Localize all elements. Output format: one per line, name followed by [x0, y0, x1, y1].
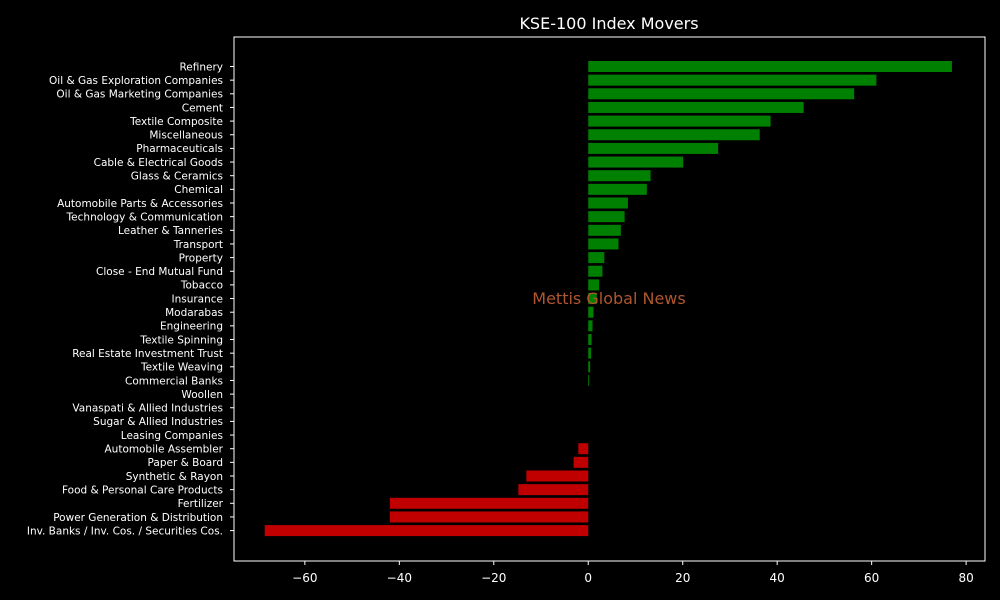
x-tick-label: −20: [481, 571, 506, 585]
bar: [264, 525, 589, 537]
watermark-text: Mettis Global News: [532, 289, 685, 308]
category-label: Oil & Gas Marketing Companies: [56, 89, 223, 101]
x-tick-label: 80: [958, 571, 973, 585]
category-label: Synthetic & Rayon: [126, 471, 223, 483]
category-label: Transport: [173, 239, 223, 251]
x-axis-ticks: −60 −40 −20 0 20 40 60 80: [292, 561, 974, 585]
bar: [588, 306, 594, 318]
bar: [588, 279, 600, 291]
bar: [588, 170, 651, 182]
bar: [588, 265, 603, 277]
bar: [588, 224, 621, 236]
category-label: Tobacco: [180, 280, 223, 292]
bar: [389, 511, 589, 523]
bar: [573, 456, 589, 468]
bars-layer: [264, 61, 952, 537]
bar: [588, 197, 628, 209]
category-label: Engineering: [160, 321, 223, 333]
category-label: Commercial Banks: [125, 375, 223, 387]
category-label: Chemical: [174, 184, 223, 196]
x-tick-label: 60: [864, 571, 879, 585]
chart-title: KSE-100 Index Movers: [519, 14, 698, 33]
bar: [588, 156, 684, 168]
category-label: Woollen: [181, 389, 223, 401]
bar: [588, 61, 952, 72]
category-label: Modarabas: [165, 307, 223, 319]
category-label: Textile Spinning: [139, 334, 223, 346]
x-tick-label: 20: [675, 571, 690, 585]
category-labels: Refinery Oil & Gas Exploration Companies O…: [27, 61, 234, 537]
bar: [588, 88, 855, 100]
bar: [588, 238, 619, 250]
x-tick-label: 0: [584, 571, 592, 585]
category-label: Oil & Gas Exploration Companies: [49, 75, 223, 87]
bar: [588, 101, 804, 113]
category-label: Miscellaneous: [149, 130, 223, 142]
bar: [588, 347, 592, 359]
category-label: Sugar & Allied Industries: [93, 416, 223, 428]
category-label: Insurance: [171, 293, 223, 305]
category-label: Cable & Electrical Goods: [94, 157, 223, 169]
bar: [578, 443, 589, 455]
category-label: Cement: [182, 102, 223, 114]
category-label: Food & Personal Care Products: [62, 484, 223, 496]
category-label: Leasing Companies: [121, 430, 223, 442]
bar: [588, 142, 719, 154]
bar: [588, 74, 877, 86]
bar: [389, 497, 589, 509]
category-label: Vanaspati & Allied Industries: [72, 403, 223, 415]
x-tick-label: 40: [770, 571, 785, 585]
category-label: Inv. Banks / Inv. Cos. / Securities Cos.: [27, 525, 223, 537]
category-label: Property: [179, 252, 223, 264]
bar: [588, 115, 771, 127]
bar: [588, 293, 597, 305]
category-label: Paper & Board: [148, 457, 223, 469]
category-label: Textile Weaving: [140, 362, 223, 374]
category-label: Textile Composite: [129, 116, 223, 128]
plot-frame: [233, 36, 986, 562]
category-label: Leather & Tanneries: [118, 225, 223, 237]
category-label: Close - End Mutual Fund: [96, 266, 223, 278]
category-label: Power Generation & Distribution: [53, 512, 223, 524]
bar: [518, 484, 589, 496]
category-label: Automobile Assembler: [105, 444, 224, 456]
bar: [588, 361, 591, 373]
bar: [588, 252, 605, 264]
category-label: Technology & Communication: [66, 211, 223, 223]
bar: [588, 334, 592, 345]
x-tick-label: −40: [387, 571, 412, 585]
bar: [588, 183, 647, 195]
bar: [588, 374, 590, 386]
bar: [588, 211, 625, 223]
bar: [588, 129, 760, 141]
category-label: Glass & Ceramics: [131, 171, 223, 183]
x-tick-label: −60: [292, 571, 317, 585]
category-label: Refinery: [179, 61, 223, 73]
bar: [526, 470, 589, 482]
bar: [588, 320, 593, 332]
category-label: Pharmaceuticals: [136, 143, 223, 155]
category-label: Real Estate Investment Trust: [72, 348, 223, 360]
category-label: Automobile Parts & Accessories: [57, 198, 223, 210]
category-label: Fertilizer: [178, 498, 224, 510]
